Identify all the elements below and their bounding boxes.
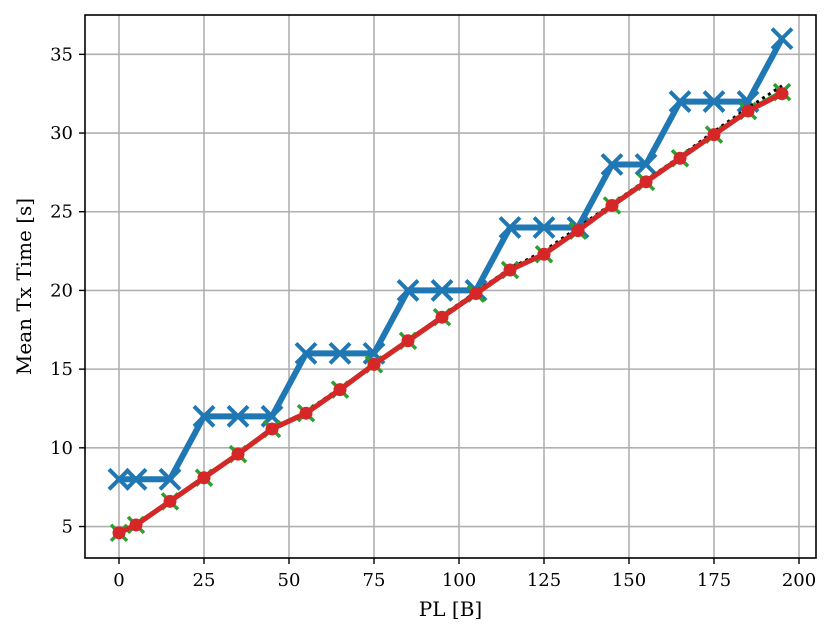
series-4-point	[741, 104, 755, 118]
series-1-point	[396, 279, 420, 302]
series-4	[112, 87, 789, 540]
plot-frame	[84, 14, 817, 559]
ticks: 0 25 50 75 100 125 150 175 200 5 10 15 20 25 30 35	[50, 44, 816, 591]
x-tick-label: 125	[527, 570, 561, 591]
y-tick-label: 10	[50, 438, 73, 459]
x-tick-label: 25	[193, 570, 216, 591]
series-4-point	[775, 87, 789, 101]
series-1-point	[430, 279, 454, 302]
series-4-point	[299, 406, 313, 420]
series-4-point	[673, 151, 687, 165]
series-4-point	[231, 447, 245, 461]
series-4-point	[367, 357, 381, 371]
y-tick-label: 20	[50, 280, 73, 301]
series-1-point	[532, 216, 556, 239]
series-1-point	[192, 404, 216, 428]
x-tick-label: 0	[113, 570, 124, 591]
x-axis-label: PL [B]	[419, 597, 482, 621]
y-tick-label: 25	[50, 202, 73, 223]
series-4-point	[265, 422, 279, 436]
series-4-point	[112, 526, 126, 540]
series-1-point	[634, 153, 658, 176]
series-1-point	[702, 90, 726, 113]
series-1-point	[294, 341, 318, 365]
series-1-point	[770, 27, 794, 51]
series-4-point	[537, 247, 551, 261]
series-1-point	[328, 341, 352, 365]
x-tick-label: 50	[278, 570, 301, 591]
series-4-point	[571, 224, 585, 238]
x-tick-label: 150	[612, 570, 646, 591]
series-4-point	[469, 287, 483, 301]
y-tick-label: 35	[50, 44, 73, 65]
series-4-point	[503, 263, 517, 277]
series-1-point	[668, 90, 692, 113]
series-4-point	[435, 310, 449, 324]
series-1-point	[226, 404, 250, 428]
y-axis-label: Mean Tx Time [s]	[12, 198, 36, 375]
series-layer	[107, 27, 794, 543]
series-1	[107, 27, 794, 491]
series-1-point	[158, 467, 182, 491]
series-4-point	[129, 518, 143, 532]
series-4-point	[401, 334, 415, 348]
series-4-point	[197, 471, 211, 485]
series-4-point	[639, 175, 653, 189]
series-4-point	[333, 383, 347, 397]
x-tick-label: 200	[782, 570, 816, 591]
x-tick-label: 100	[442, 570, 476, 591]
y-tick-label: 15	[50, 359, 73, 380]
series-1-point	[124, 467, 148, 491]
x-tick-label: 75	[363, 570, 386, 591]
x-tick-label: 175	[697, 570, 731, 591]
y-tick-label: 5	[62, 517, 73, 538]
series-1-point	[107, 467, 131, 491]
series-1-point	[600, 153, 624, 176]
y-tick-label: 30	[50, 123, 73, 144]
series-4-point	[163, 494, 177, 508]
series-4-point	[707, 128, 721, 142]
series-1-point	[498, 216, 522, 239]
series-4-point	[605, 198, 619, 212]
